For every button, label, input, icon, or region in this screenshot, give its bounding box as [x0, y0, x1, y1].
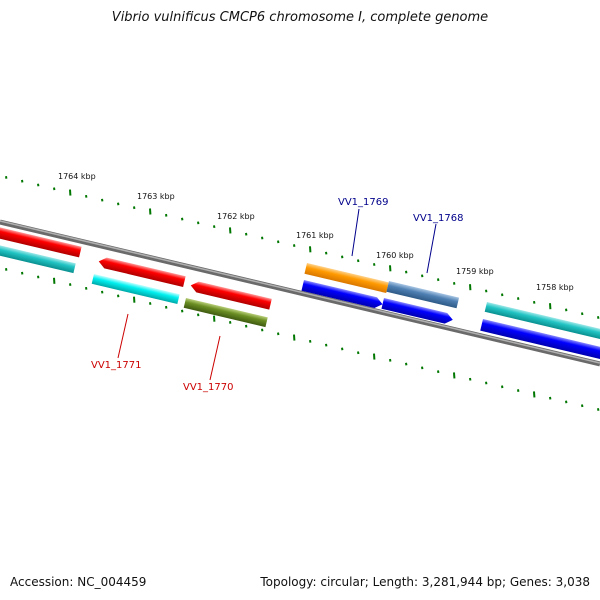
pointer-vv1-1770 — [209, 335, 221, 381]
gene-label-vv1-1768: VV1_1768 — [413, 213, 464, 224]
gene-red-2 — [98, 257, 186, 287]
gene-orange-1 — [304, 263, 389, 294]
gene-blue-3 — [480, 319, 600, 360]
pointer-vv1-1768 — [426, 223, 437, 274]
gene-teal-1 — [0, 244, 76, 274]
gene-labels: VV1_1769 VV1_1768 VV1_1771 VV1_1770 — [91, 197, 464, 393]
chromosome-backbone — [0, 219, 600, 367]
pointer-vv1-1769 — [351, 208, 360, 257]
gene-cyan-1 — [91, 274, 180, 304]
gene-label-vv1-1769: VV1_1769 — [338, 197, 389, 208]
pointer-vv1-1771 — [117, 313, 129, 359]
genome-stats-text: Topology: circular; Length: 3,281,944 bp… — [260, 575, 590, 589]
gene-blue-1 — [301, 280, 383, 308]
gene-teal-2 — [484, 302, 600, 340]
accession-text: Accession: NC_004459 — [10, 575, 147, 589]
lower-tick-row — [5, 268, 600, 411]
gene-label-vv1-1771: VV1_1771 — [91, 360, 142, 371]
kbp-label: 1761 kbp — [296, 231, 334, 240]
gene-red-3 — [190, 281, 272, 310]
gene-label-vv1-1770: VV1_1770 — [183, 382, 234, 393]
kbp-label: 1764 kbp — [58, 172, 96, 181]
kbp-label: 1759 kbp — [456, 267, 494, 276]
kbp-label: 1758 kbp — [536, 283, 574, 292]
kbp-labels: 1764 kbp 1763 kbp 1762 kbp 1761 kbp 1760… — [58, 172, 574, 292]
kbp-label: 1762 kbp — [217, 212, 255, 221]
upper-tick-row — [5, 176, 600, 319]
map-title: Vibrio vulnificus CMCP6 chromosome I, co… — [111, 10, 489, 25]
kbp-label: 1760 kbp — [376, 251, 414, 260]
gene-steel-1 — [386, 281, 460, 309]
gene-red-1 — [0, 226, 82, 258]
gene-olive-1 — [183, 298, 268, 328]
label-pointers — [117, 208, 437, 381]
gene-blue-2 — [381, 298, 453, 324]
kbp-label: 1763 kbp — [137, 192, 175, 201]
